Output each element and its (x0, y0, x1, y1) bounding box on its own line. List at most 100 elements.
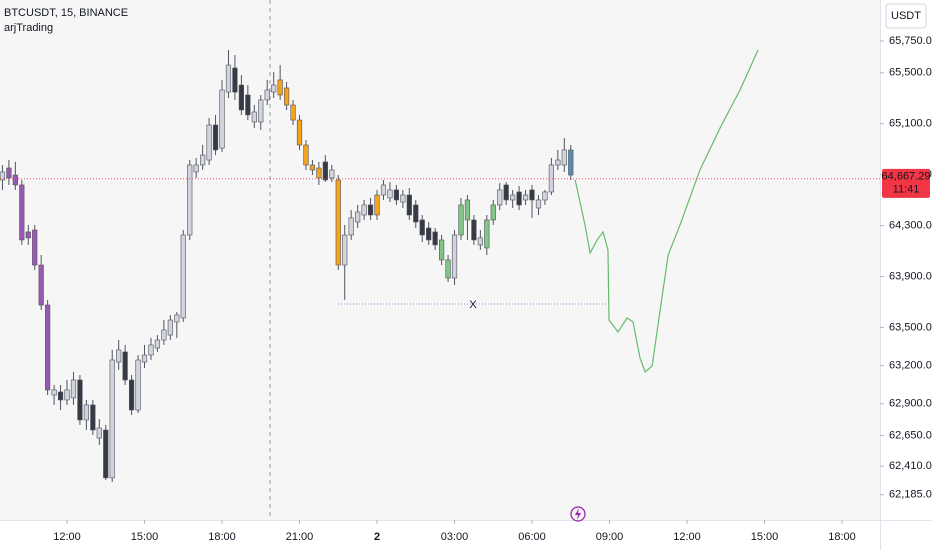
candle-body (309, 164, 316, 171)
candle-body (161, 329, 167, 341)
candle-body (77, 379, 83, 421)
candle-body (464, 199, 471, 221)
candle-body (303, 144, 309, 166)
candle-body (510, 194, 516, 201)
candle-body (413, 204, 419, 223)
candle-body (251, 111, 257, 123)
candle-body (12, 174, 18, 186)
y-tick-label: 62,410.00 (889, 460, 932, 472)
candle-body (477, 237, 483, 246)
candle-body (148, 344, 154, 356)
candle-body (367, 204, 374, 216)
candle-body (419, 219, 425, 236)
candle-body (212, 124, 219, 151)
countdown: 11:41 (893, 184, 920, 196)
x-tick-label: 15:00 (131, 531, 159, 543)
candle-body (542, 191, 548, 201)
last-price-box (882, 168, 930, 198)
candle-body (6, 167, 12, 179)
candle-body (529, 189, 535, 201)
candle-body (128, 379, 135, 411)
candle-body (497, 189, 503, 206)
y-tick-label: 65,100.00 (889, 118, 932, 130)
y-tick-label: 63,500.00 (889, 321, 932, 333)
y-tick-label: 62,185.00 (889, 489, 932, 501)
candle-body (568, 149, 574, 176)
candle-body (109, 359, 115, 479)
candle-body (57, 391, 64, 401)
candle-body (561, 149, 567, 166)
x-tick-label: 03:00 (441, 531, 469, 543)
candle-body (116, 349, 122, 363)
candle-body (154, 339, 161, 349)
candle-body (245, 94, 251, 116)
candle-body (290, 104, 296, 121)
y-tick-label: 62,650.00 (889, 430, 932, 442)
candle-body (225, 64, 232, 93)
candle-body (439, 239, 445, 261)
candle-body (432, 231, 438, 246)
candle-body (135, 359, 141, 411)
candle-body (522, 194, 529, 201)
candle-body (348, 217, 354, 236)
candle-body (0, 171, 6, 181)
candle-body (400, 194, 406, 203)
candle-body (516, 191, 522, 206)
y-tick-label: 63,200.00 (889, 359, 932, 371)
candle-body (283, 87, 290, 106)
candle-body (445, 259, 451, 279)
candle-body (51, 389, 57, 396)
x-tick-label: 18:00 (208, 531, 236, 543)
annotation-label: X (469, 299, 477, 311)
x-tick-label: 06:00 (518, 531, 546, 543)
y-tick-label: 65,500.00 (889, 67, 932, 79)
y-tick-label: 64,300.00 (889, 219, 932, 231)
x-tick-label: 15:00 (751, 531, 779, 543)
candle-body (206, 124, 212, 161)
candle-body (335, 179, 341, 266)
candle-body (296, 119, 303, 146)
x-tick-label: 09:00 (596, 531, 624, 543)
candle-body (380, 184, 387, 196)
candle-body (361, 204, 367, 216)
candle-body (45, 304, 51, 391)
candle-body (458, 204, 464, 236)
candle-body (83, 404, 89, 421)
candle-body (355, 211, 361, 223)
candle-body (232, 67, 238, 93)
candle-body (200, 154, 206, 166)
alert-icon[interactable] (570, 506, 586, 522)
candle-body (103, 429, 109, 479)
candle-body (535, 199, 542, 209)
candle-body (167, 319, 173, 336)
candle-body (406, 194, 412, 216)
candle-body (38, 264, 44, 306)
candle-body (193, 164, 199, 173)
candle-body (219, 89, 225, 149)
currency[interactable]: USDT (891, 10, 921, 22)
candle-body (180, 234, 186, 319)
candle-body (316, 167, 322, 179)
candle-body (122, 351, 128, 381)
candle-body (32, 229, 38, 266)
x-tick-label: 18:00 (828, 531, 856, 543)
candle-body (25, 231, 31, 239)
candle-body (342, 234, 348, 266)
candle-body (258, 99, 264, 123)
candle-body (96, 427, 102, 439)
candle-body (329, 169, 335, 179)
candle-body (64, 389, 70, 401)
candle-body (271, 84, 277, 93)
x-tick-label: 12:00 (53, 531, 81, 543)
y-tick-label: 63,900.00 (889, 270, 932, 282)
currency-box[interactable] (885, 3, 927, 29)
candle-body (19, 184, 25, 241)
candle-body (187, 164, 193, 236)
candle-body (426, 227, 432, 241)
y-tick-label: 62,900.00 (889, 398, 932, 410)
candle-body (451, 234, 458, 279)
candle-body (503, 184, 509, 201)
chart-title: BTCUSDT, 15, BINANCE (4, 7, 128, 19)
candle-body (555, 159, 561, 166)
candle-body (264, 89, 270, 101)
